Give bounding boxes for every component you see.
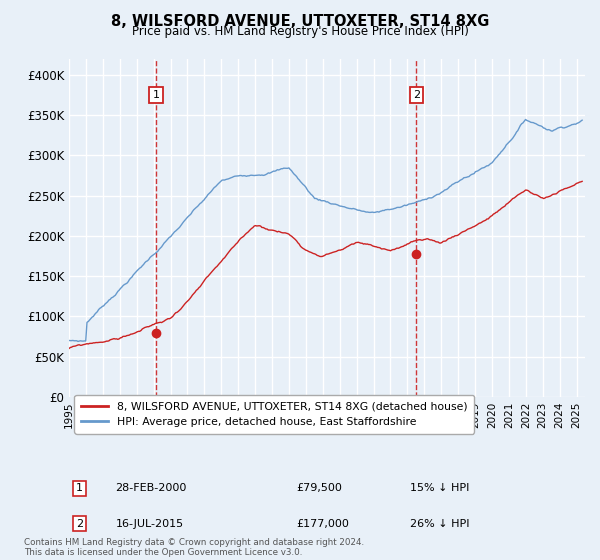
Text: Contains HM Land Registry data © Crown copyright and database right 2024.
This d: Contains HM Land Registry data © Crown c…	[24, 538, 364, 557]
Text: £79,500: £79,500	[296, 483, 342, 493]
Text: 1: 1	[76, 483, 83, 493]
Text: 28-FEB-2000: 28-FEB-2000	[115, 483, 187, 493]
Legend: 8, WILSFORD AVENUE, UTTOXETER, ST14 8XG (detached house), HPI: Average price, de: 8, WILSFORD AVENUE, UTTOXETER, ST14 8XG …	[74, 395, 474, 433]
Text: Price paid vs. HM Land Registry's House Price Index (HPI): Price paid vs. HM Land Registry's House …	[131, 25, 469, 38]
Text: 16-JUL-2015: 16-JUL-2015	[115, 519, 184, 529]
Text: 1: 1	[153, 90, 160, 100]
Text: £177,000: £177,000	[296, 519, 349, 529]
Text: 15% ↓ HPI: 15% ↓ HPI	[410, 483, 469, 493]
Text: 8, WILSFORD AVENUE, UTTOXETER, ST14 8XG: 8, WILSFORD AVENUE, UTTOXETER, ST14 8XG	[111, 14, 489, 29]
Text: 26% ↓ HPI: 26% ↓ HPI	[410, 519, 469, 529]
Text: 2: 2	[413, 90, 420, 100]
Text: 2: 2	[76, 519, 83, 529]
